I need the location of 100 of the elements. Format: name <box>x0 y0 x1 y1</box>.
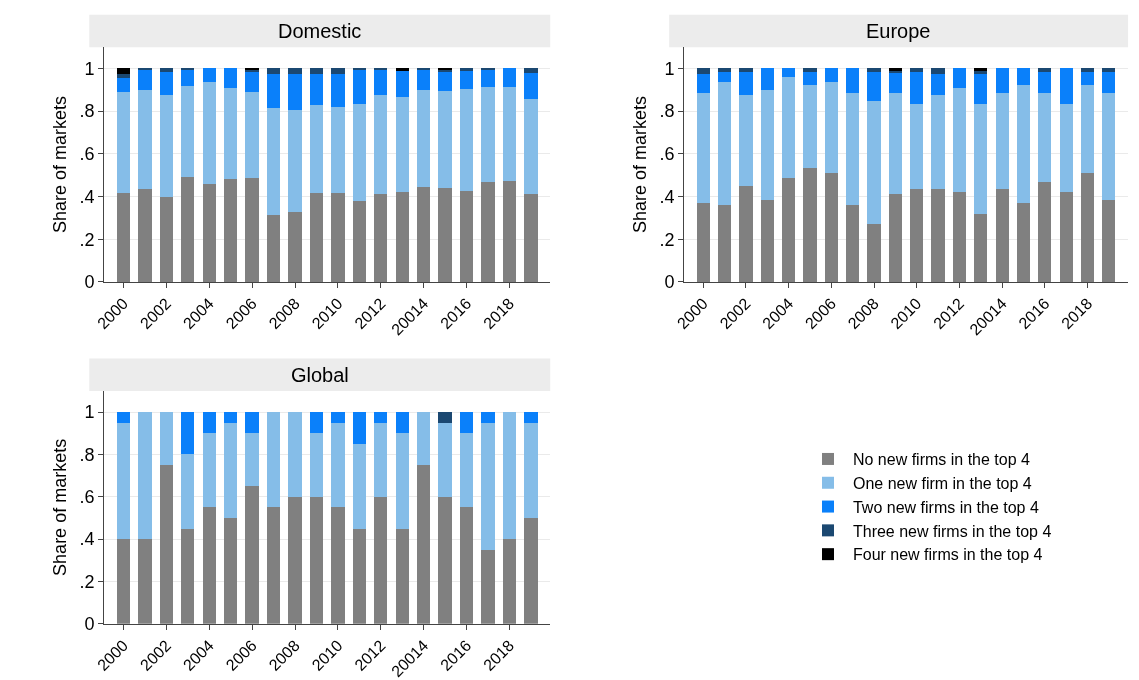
bar <box>417 465 431 624</box>
bar <box>116 68 131 74</box>
y-tick-label: .4 <box>79 186 95 207</box>
bar <box>481 422 495 550</box>
bar <box>438 90 452 189</box>
bar <box>331 422 345 508</box>
bar <box>138 539 152 624</box>
bar <box>524 194 538 282</box>
y-axis-title: Share of markets <box>49 96 70 234</box>
bar <box>352 103 367 201</box>
bar <box>1059 192 1073 282</box>
bar <box>995 93 1009 190</box>
bar <box>1016 202 1031 282</box>
bar <box>459 88 474 192</box>
bar <box>739 185 753 282</box>
bar <box>331 106 345 194</box>
bar <box>245 91 259 179</box>
bar <box>481 549 495 624</box>
y-axis-title: Share of markets <box>49 438 70 576</box>
bar <box>696 68 710 74</box>
y-tick-label: .6 <box>79 144 95 165</box>
bar <box>524 72 538 100</box>
bar <box>974 103 988 214</box>
bar <box>502 68 517 87</box>
y-tick-label: .2 <box>79 229 95 250</box>
bar <box>374 95 388 195</box>
bar <box>245 71 259 92</box>
bar <box>395 433 409 529</box>
bar <box>524 412 538 423</box>
bar <box>138 189 152 282</box>
bar <box>782 178 796 282</box>
bar <box>910 71 924 104</box>
bar <box>1038 71 1052 94</box>
bar <box>202 82 216 184</box>
bar <box>288 110 302 212</box>
bar <box>395 528 409 624</box>
bar <box>1102 93 1116 200</box>
bar <box>803 71 817 85</box>
bar <box>1080 84 1095 174</box>
bar <box>374 496 388 624</box>
bar <box>696 93 710 203</box>
bar <box>374 412 388 423</box>
bar <box>352 69 367 104</box>
bar <box>202 507 216 624</box>
y-tick-label: .4 <box>79 529 95 550</box>
bar <box>138 89 152 190</box>
bar <box>309 104 324 194</box>
bar <box>159 95 174 197</box>
bar <box>717 68 732 72</box>
y-tick-label: .8 <box>79 101 95 122</box>
bar <box>1038 93 1052 182</box>
bar <box>352 68 367 71</box>
bar <box>331 68 345 74</box>
bar <box>931 95 945 190</box>
bar <box>739 68 753 72</box>
bar <box>224 87 238 180</box>
bar <box>803 68 817 72</box>
bar <box>309 496 324 624</box>
bar <box>224 517 238 624</box>
bar <box>782 68 796 78</box>
bar <box>481 412 495 423</box>
bar <box>181 454 195 529</box>
bar <box>116 91 131 194</box>
bar <box>995 189 1009 282</box>
bar <box>138 412 152 540</box>
bar <box>266 507 281 624</box>
bar <box>159 196 174 282</box>
y-tick-label: 0 <box>84 614 95 635</box>
y-tick-label: 1 <box>84 402 95 423</box>
bar <box>138 69 152 90</box>
bar <box>374 194 388 282</box>
bar <box>931 73 945 96</box>
bar <box>481 69 495 87</box>
bar <box>159 68 174 72</box>
bar <box>116 539 131 624</box>
bar <box>417 68 431 71</box>
bar <box>1016 84 1031 203</box>
bar <box>309 412 324 434</box>
y-tick-label: .2 <box>79 571 95 592</box>
bar <box>502 412 517 540</box>
bar <box>760 199 774 282</box>
bar <box>995 68 1009 94</box>
bar <box>266 214 281 282</box>
bar <box>739 71 753 96</box>
bar <box>288 496 302 624</box>
bar <box>782 77 796 179</box>
bar <box>438 422 452 497</box>
bar <box>331 193 345 282</box>
bar <box>931 189 945 282</box>
bar <box>438 71 452 91</box>
bar <box>1102 199 1116 282</box>
bar <box>116 78 131 92</box>
bar <box>438 412 452 423</box>
bar <box>159 412 174 466</box>
bar <box>974 213 988 282</box>
bar <box>1102 68 1116 72</box>
chart-title: Europe <box>866 20 931 42</box>
bar <box>524 68 538 73</box>
bar <box>502 86 517 181</box>
bar <box>116 412 131 423</box>
